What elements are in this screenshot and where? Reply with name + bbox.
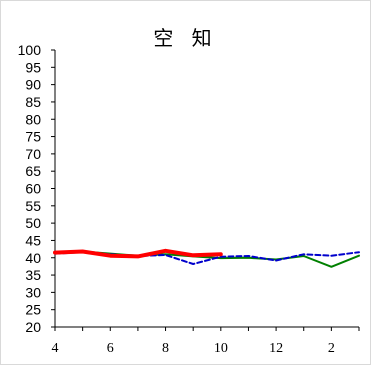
- y-tick-label: 90: [25, 77, 41, 93]
- x-tick-label: 8: [162, 341, 169, 356]
- y-tick-label: 70: [25, 146, 41, 162]
- x-tick-label: 4: [52, 341, 59, 356]
- x-tick-label: 10: [214, 341, 228, 356]
- y-tick-label: 60: [25, 181, 41, 197]
- y-tick-label: 85: [25, 94, 41, 110]
- y-tick-label: 45: [25, 232, 41, 248]
- y-tick-label: 95: [25, 59, 41, 75]
- x-tick-label: 6: [107, 341, 114, 356]
- series-line-0: [53, 248, 223, 259]
- x-ticks: 4 6 8 10 12 2: [52, 327, 360, 356]
- y-tick-label: 50: [25, 215, 41, 231]
- y-tick-label: 25: [25, 302, 41, 318]
- chart-title: 空 知: [153, 26, 218, 50]
- y-tick-label: 55: [25, 198, 41, 214]
- series-lines: [53, 248, 360, 268]
- y-tick-label: 80: [25, 111, 41, 127]
- x-tick-label: 12: [269, 341, 283, 356]
- y-tick-label: 40: [25, 250, 41, 266]
- axes: [54, 50, 359, 328]
- y-tick-label: 35: [25, 267, 41, 283]
- y-tick-label: 65: [25, 163, 41, 179]
- y-tick-label: 75: [25, 129, 41, 145]
- x-tick-label: 2: [328, 341, 335, 356]
- y-tick-label: 30: [25, 284, 41, 300]
- y-tick-label: 100: [18, 42, 42, 58]
- y-tick-label: 20: [25, 319, 41, 335]
